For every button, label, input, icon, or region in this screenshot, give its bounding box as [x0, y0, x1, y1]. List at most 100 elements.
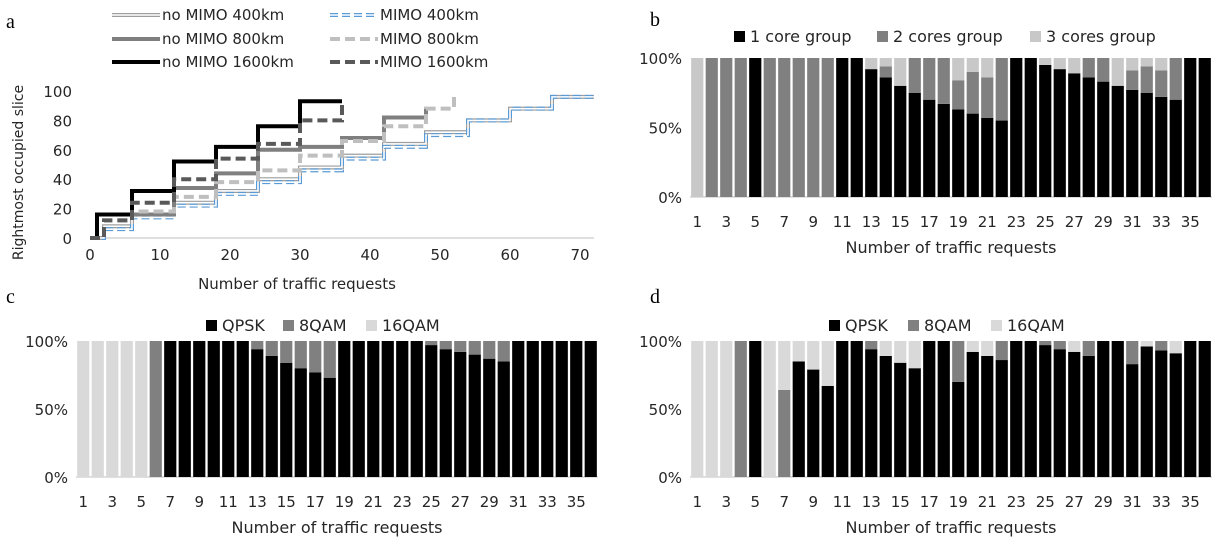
- bar-segment-1-core-group: [879, 77, 892, 197]
- bar-segment-2-cores-group: [763, 58, 776, 197]
- x-tick-label: 27: [451, 493, 470, 511]
- legend-label: 16QAM: [1007, 316, 1065, 335]
- bar-segment-qpsk: [222, 341, 235, 477]
- x-tick-label: 35: [567, 493, 586, 511]
- y-tick-label: 50%: [35, 401, 68, 419]
- bar-segment-16qam: [91, 341, 104, 477]
- bar-segment-qpsk: [541, 341, 554, 477]
- bar-segment-16qam: [77, 341, 90, 477]
- legend-label: 8QAM: [924, 316, 972, 335]
- x-tick-label: 17: [306, 493, 325, 511]
- bar-segment-qpsk: [265, 355, 278, 477]
- x-tick-label: 5: [136, 493, 146, 511]
- bar-segment-qpsk: [483, 358, 496, 477]
- bar-segment-8qam: [483, 341, 496, 359]
- legend-label: 16QAM: [382, 316, 440, 335]
- y-tick-label: 20: [53, 201, 72, 219]
- y-tick-label: 0: [62, 230, 72, 248]
- bar-segment-qpsk: [923, 341, 936, 477]
- x-tick-label: 23: [1007, 493, 1026, 511]
- bar-segment-2-cores-group: [705, 58, 718, 197]
- bar-segment-16qam: [135, 341, 148, 477]
- bar-segment-8qam: [280, 341, 293, 363]
- bar-segment-1-core-group: [1082, 77, 1095, 197]
- bar-segment-qpsk: [570, 341, 583, 477]
- series-no-mimo-1600km: [90, 99, 342, 240]
- x-axis-title: Number of traffic requests: [198, 275, 396, 293]
- x-tick-label: 21: [978, 493, 997, 511]
- bar-segment-16qam: [908, 341, 921, 369]
- x-axis-title: Number of traffic requests: [845, 518, 1056, 537]
- bar-segment-qpsk: [1111, 341, 1124, 477]
- legend-swatch: [206, 320, 217, 331]
- x-tick-label: 70: [570, 246, 589, 264]
- bar-segment-2-cores-group: [923, 58, 936, 100]
- bar-segment-qpsk: [193, 341, 206, 477]
- legend-swatch: [908, 320, 919, 331]
- bar-segment-qpsk: [338, 341, 351, 477]
- x-tick-label: 19: [949, 493, 968, 511]
- bar-segment-1-core-group: [1010, 58, 1023, 197]
- bar-segment-2-cores-group: [981, 77, 994, 118]
- bar-segment-2-cores-group: [937, 58, 950, 104]
- bar-chart-d: d 0%50%100%1 3 5 7 9 11 13 15 17 19 21 23 25 27 29 31 33…: [639, 286, 1212, 537]
- bar-segment-1-core-group: [1169, 99, 1182, 197]
- legend-swatch: [734, 31, 745, 42]
- bar-segment-16qam: [778, 341, 791, 390]
- bar-segment-qpsk: [396, 341, 409, 477]
- y-tick-label: 50%: [649, 120, 682, 138]
- bar-segment-1-core-group: [1039, 64, 1052, 197]
- series-mimo-1600km: [90, 101, 344, 240]
- x-tick-label: 7: [165, 493, 175, 511]
- bar-segment-2-cores-group: [908, 58, 921, 93]
- bar-segment-qpsk: [164, 341, 177, 477]
- bar-chart-b: b 0%50%100%1 3 5 7 9 11 13 15 17 19 21 23 25 27 29 31 33…: [639, 9, 1212, 257]
- panel-b: b 0% 50% 100% 1 3 5 7 9 11 13 15 17 19 21 23 25 27 29 31 33…: [612, 0, 1223, 275]
- bar-segment-1-core-group: [1184, 58, 1197, 197]
- x-tick-label: 31: [1123, 493, 1142, 511]
- bar-segment-16qam: [981, 341, 994, 356]
- bar-segment-16qam: [1068, 341, 1081, 352]
- bar-segment-1-core-group: [894, 85, 907, 197]
- x-tick-label: 9: [808, 493, 818, 511]
- x-tick-label: 25: [422, 493, 441, 511]
- legend-label: 8QAM: [299, 316, 347, 335]
- bar-segment-2-cores-group: [1097, 58, 1110, 82]
- x-axis-title: Number of traffic requests: [231, 518, 442, 537]
- bar-segment-1-core-group: [995, 120, 1008, 197]
- bar-segment-8qam: [323, 341, 336, 378]
- x-tick-label: 13: [862, 213, 881, 231]
- bar-segment-1-core-group: [952, 109, 965, 197]
- bar-segment-2-cores-group: [1082, 58, 1095, 78]
- legend-label: 2 cores group: [893, 27, 1003, 46]
- bar-segment-16qam: [792, 341, 805, 362]
- x-tick-label: 1: [78, 493, 88, 511]
- bar-segment-2-cores-group: [879, 66, 892, 78]
- bar-segment-1-core-group: [1111, 85, 1124, 197]
- bar-segment-qpsk: [454, 351, 467, 477]
- bar-segment-qpsk: [865, 349, 878, 477]
- bar-segment-1-core-group: [937, 103, 950, 197]
- bar-segment-qpsk: [512, 341, 525, 477]
- bar-segment-8qam: [309, 341, 322, 373]
- x-tick-label: 40: [360, 246, 379, 264]
- x-tick-label: 19: [335, 493, 354, 511]
- bar-segment-qpsk: [294, 368, 307, 477]
- x-tick-label: 23: [393, 493, 412, 511]
- bar-segment-3-cores-group: [1140, 58, 1153, 67]
- bar-segment-8qam: [149, 341, 162, 477]
- x-tick-label: 15: [891, 493, 910, 511]
- bar-segment-1-core-group: [981, 117, 994, 197]
- y-tick-label: 40: [53, 171, 72, 189]
- x-tick-label: 23: [1007, 213, 1026, 231]
- bar-segment-qpsk: [425, 345, 438, 477]
- bar-segment-3-cores-group: [966, 58, 979, 72]
- legend-item: MIMO 800km: [330, 30, 479, 48]
- legend-label: 3 cores group: [1046, 27, 1156, 46]
- bar-segment-1-core-group: [908, 92, 921, 197]
- x-tick-label: 25: [1036, 213, 1055, 231]
- bar-segment-2-cores-group: [995, 58, 1008, 121]
- x-tick-label: 31: [1123, 213, 1142, 231]
- bar-segment-qpsk: [850, 341, 863, 477]
- legend-item: 8QAM: [283, 316, 347, 335]
